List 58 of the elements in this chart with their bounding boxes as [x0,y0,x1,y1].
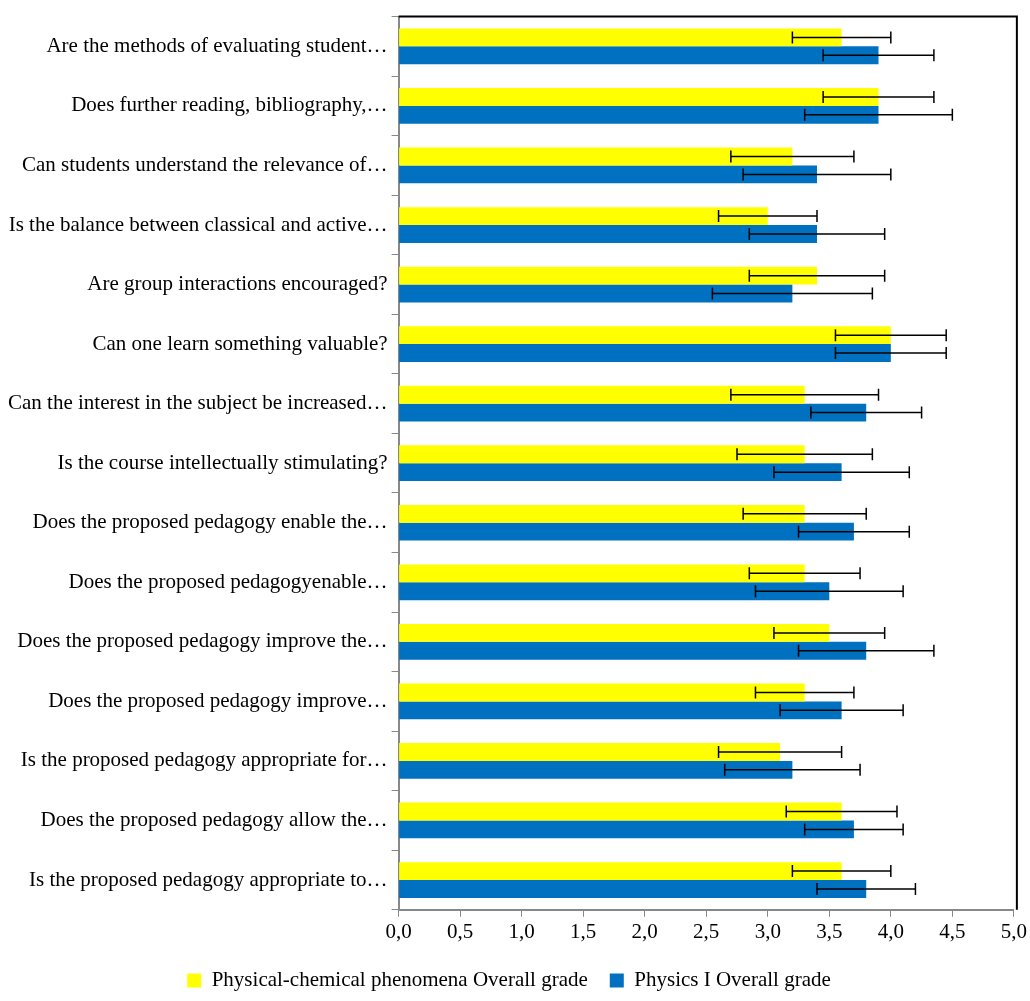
bar [399,266,817,285]
y-tick-label: Is the balance between classical and active… [8,211,388,236]
bar [399,225,817,243]
x-tick-label: 0,0 [385,918,412,943]
bar [399,522,854,541]
legend-label: Physics I Overall grade [634,967,831,992]
x-tick-label: 4,0 [877,918,904,943]
x-tick-label: 3,0 [754,918,781,943]
bar [399,403,867,422]
y-tick-label: Does the proposed pedagogy allow the… [40,807,388,831]
bar [399,641,867,660]
bar [399,165,817,184]
bar [399,743,781,761]
x-tick-label: 4,5 [939,918,966,943]
x-tick-label: 0,5 [447,918,474,943]
x-tick-label: 1,0 [508,918,535,943]
bar [399,344,891,362]
x-tick-label: 2,0 [631,918,658,943]
y-tick-label: Can students understand the relevance of… [21,151,388,176]
y-tick-label: Can one learn something valuable? [92,330,388,355]
bar [399,862,842,881]
y-tick-label: Does the proposed pedagogy improve the… [17,628,388,653]
y-tick-label: Are group interactions encouraged? [87,271,388,296]
x-tick-label: 1,5 [570,918,597,943]
x-tick-label: 3,5 [816,918,843,943]
bar [399,564,805,583]
bar [399,28,842,47]
bar [399,760,793,779]
bar [399,504,805,523]
bar [399,147,793,166]
y-tick-label: Can the interest in the subject be increased… [8,390,388,415]
legend-label: Physical-chemical phenomena Overall grade [211,967,588,992]
bar [399,445,805,464]
bar [399,582,830,601]
x-tick-label: 5,0 [1000,918,1027,943]
y-tick-label: Does the proposed pedagogy improve… [48,687,388,712]
y-tick-label: Does the proposed pedagogy enable the… [32,509,388,534]
bar [399,105,879,124]
bar [399,207,768,226]
y-tick-label: Is the proposed pedagogy appropriate for… [20,747,388,772]
bar [399,820,854,839]
bar [399,880,867,898]
y-tick-label: Does the proposed pedagogyenable… [68,568,388,593]
bar [399,683,805,702]
bar [399,284,793,303]
y-tick-label: Are the methods of evaluating student… [46,32,388,57]
bar [399,701,842,720]
bar [399,463,842,482]
bar [399,385,805,404]
y-tick-label: Is the course intellectually stimulating? [57,449,388,474]
bar [399,623,830,642]
y-tick-label: Does further reading, bibliography,… [71,92,388,117]
x-tick-label: 2,5 [693,918,720,943]
y-tick-label: Is the proposed pedagogy appropriate to… [28,866,388,891]
bar [399,802,842,821]
bar [399,326,891,345]
bar [399,88,879,106]
bar [399,46,879,65]
